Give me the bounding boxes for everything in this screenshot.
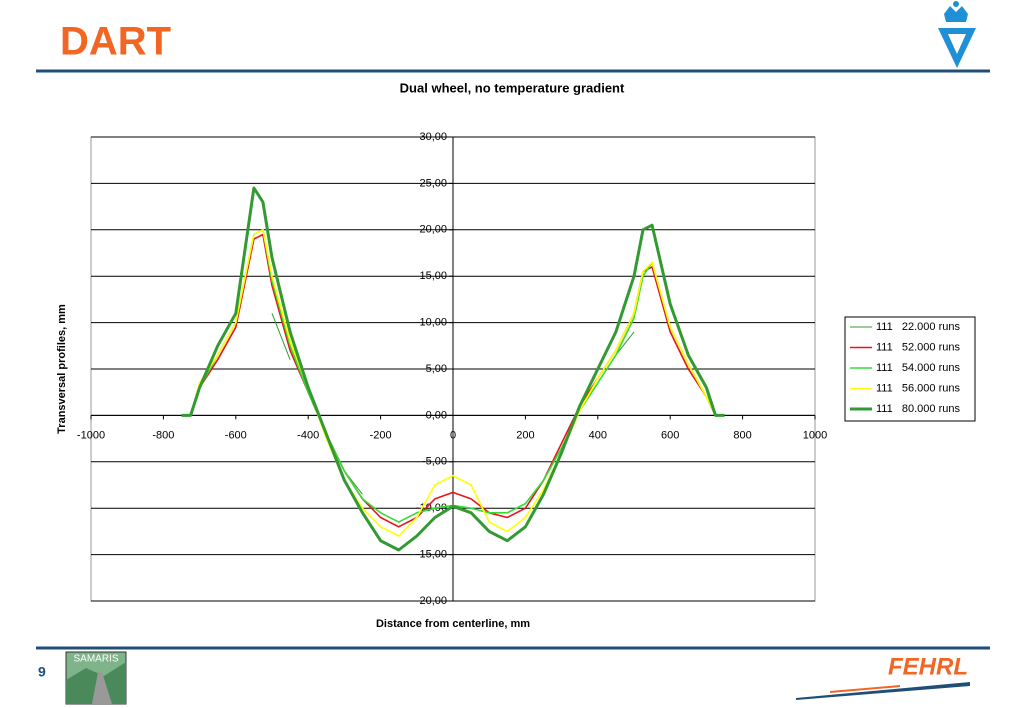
x-tick-label: 400: [589, 429, 607, 441]
x-tick-label: -600: [225, 429, 247, 441]
y-tick-label: -5,00: [422, 456, 447, 468]
x-tick-label: 800: [733, 429, 751, 441]
legend-label: 111 80.000 runs: [876, 403, 960, 415]
x-tick-label: -1000: [77, 429, 105, 441]
x-tick-label: 1000: [803, 429, 827, 441]
y-tick-label: -20,00: [416, 595, 447, 607]
fehrl-logo: FEHRL: [796, 653, 970, 700]
x-tick-label: -800: [152, 429, 174, 441]
chart: Dual wheel, no temperature gradient Dist…: [56, 80, 976, 630]
x-tick-label: 600: [661, 429, 679, 441]
x-axis-label: Distance from centerline, mm: [376, 618, 530, 630]
legend-label: 111 52.000 runs: [876, 341, 960, 353]
legend-label: 111 22.000 runs: [876, 321, 960, 333]
y-tick-label: 5,00: [426, 363, 447, 375]
y-axis-label: Transversal profiles, mm: [56, 304, 68, 434]
y-tick-label: 20,00: [419, 224, 447, 236]
y-tick-label: -15,00: [416, 549, 447, 561]
y-tick-label: 25,00: [419, 177, 447, 189]
x-tick-label: -200: [370, 429, 392, 441]
y-tick-label: 15,00: [419, 270, 447, 282]
samaris-logo: SAMARIS: [65, 651, 127, 705]
samaris-label: SAMARIS: [73, 654, 118, 665]
legend-label: 111 56.000 runs: [876, 382, 960, 394]
series-line: [189, 229, 717, 537]
x-tick-label: -400: [297, 429, 319, 441]
legend-label: 111 54.000 runs: [876, 362, 960, 374]
fehrl-label: FEHRL: [888, 653, 968, 680]
legend: [844, 316, 976, 422]
x-tick-label: 200: [516, 429, 534, 441]
crest-logo: [938, 1, 976, 68]
y-tick-label: 10,00: [419, 317, 447, 329]
slide-title: DART: [60, 20, 171, 64]
y-tick-label: 30,00: [419, 131, 447, 143]
x-tick-label: 0: [450, 429, 456, 441]
page-number: 9: [38, 664, 46, 680]
series-line: [181, 186, 725, 552]
chart-title: Dual wheel, no temperature gradient: [400, 80, 625, 95]
series-line: [272, 313, 688, 503]
